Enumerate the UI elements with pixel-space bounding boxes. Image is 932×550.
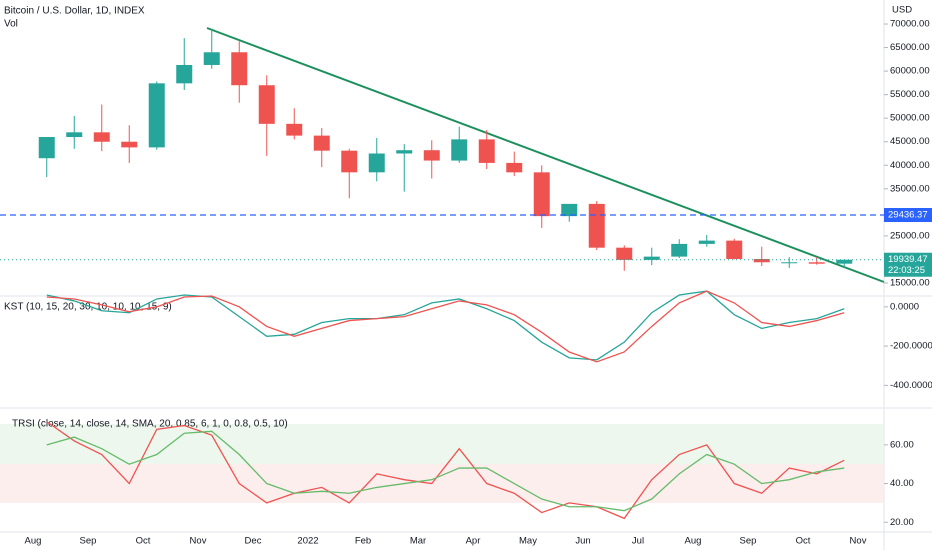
- y-tick-label: -400.0000: [890, 380, 932, 391]
- y-tick-label: 35000.00: [890, 183, 930, 194]
- y-tick-label: 25000.00: [890, 230, 930, 241]
- candle-body: [121, 141, 138, 148]
- y-tick-label: 50000.00: [890, 113, 930, 124]
- chart-title: Bitcoin / U.S. Dollar, 1D, INDEX: [4, 6, 145, 17]
- x-tick-label: Nov: [850, 536, 867, 547]
- candle-body: [66, 132, 83, 138]
- trend-line: [206, 27, 885, 283]
- level-label-bg: [884, 208, 932, 223]
- candle-body: [368, 153, 385, 173]
- candle-body: [478, 139, 495, 163]
- candle-body: [451, 139, 468, 161]
- x-tick-label: Sep: [80, 536, 97, 547]
- y-tick-label: 55000.00: [890, 89, 930, 100]
- y-tick-label: 60000.00: [890, 66, 930, 77]
- indicator-title: KST (10, 15, 20, 30, 10, 10, 10, 15, 9): [4, 302, 172, 313]
- y-tick-label: 45000.00: [890, 136, 930, 147]
- subtitle: Vol: [4, 19, 18, 30]
- candle-body: [698, 240, 715, 244]
- x-tick-label: 2022: [297, 536, 318, 547]
- x-tick-label: Aug: [685, 536, 702, 547]
- indicator-title: TRSI (close, 14, close, 14, SMA, 20, 0.8…: [12, 419, 288, 430]
- x-tick-label: Mar: [410, 536, 426, 547]
- y-tick-label: -200.0000: [890, 341, 932, 352]
- candle-body: [423, 150, 440, 161]
- x-tick-label: Jul: [632, 536, 644, 547]
- candle-body: [753, 258, 770, 263]
- y-tick-label: 0.0000: [890, 301, 919, 312]
- y-tick-label: 40.00: [890, 478, 914, 489]
- x-tick-label: Aug: [25, 536, 42, 547]
- candle-body: [643, 256, 660, 260]
- candle-body: [808, 262, 825, 264]
- indicator-line: [46, 290, 845, 363]
- x-tick-label: Oct: [136, 536, 151, 547]
- indicator-line: [46, 430, 845, 512]
- overbought-zone: [0, 424, 884, 464]
- x-tick-label: Sep: [740, 536, 757, 547]
- candle-body: [616, 247, 633, 260]
- candle-body: [396, 150, 413, 154]
- y-tick-label: 40000.00: [890, 160, 930, 171]
- candle-body: [286, 123, 303, 136]
- candle-body: [93, 132, 110, 142]
- candle-body: [341, 150, 358, 173]
- candle-body: [506, 162, 523, 173]
- candle-body: [726, 240, 743, 259]
- x-tick-label: Apr: [466, 536, 481, 547]
- candle-body: [781, 262, 798, 264]
- y-tick-label: 65000.00: [890, 42, 930, 53]
- candle-body: [203, 52, 220, 65]
- candle-body: [588, 203, 605, 248]
- last-price-bg: [884, 252, 932, 277]
- candle-body: [533, 172, 550, 217]
- x-tick-label: Jun: [575, 536, 590, 547]
- candle-body: [231, 52, 248, 86]
- x-tick-label: Oct: [796, 536, 811, 547]
- y-tick-label: 15000.00: [890, 278, 930, 289]
- y-tick-label: 20.00: [890, 517, 914, 528]
- x-tick-label: Feb: [355, 536, 371, 547]
- x-tick-label: Nov: [190, 536, 207, 547]
- y-tick-label: 60.00: [890, 439, 914, 450]
- last-price-label: 19939.47: [888, 254, 928, 265]
- candle-body: [176, 64, 193, 84]
- indicator-line: [46, 290, 845, 361]
- indicator-line: [46, 421, 845, 520]
- candle-body: [561, 203, 578, 217]
- level-label: 29436.37: [888, 210, 928, 221]
- axis-unit: USD: [892, 5, 912, 16]
- x-tick-label: May: [519, 536, 537, 547]
- countdown: 22:03:25: [888, 265, 925, 276]
- candle-body: [38, 137, 55, 159]
- x-tick-label: Dec: [245, 536, 262, 547]
- candle-body: [671, 243, 688, 257]
- candle-body: [313, 135, 330, 151]
- candle-body: [258, 85, 275, 124]
- candle-body: [836, 259, 853, 264]
- y-tick-label: 70000.00: [890, 19, 930, 30]
- candle-body: [148, 83, 165, 148]
